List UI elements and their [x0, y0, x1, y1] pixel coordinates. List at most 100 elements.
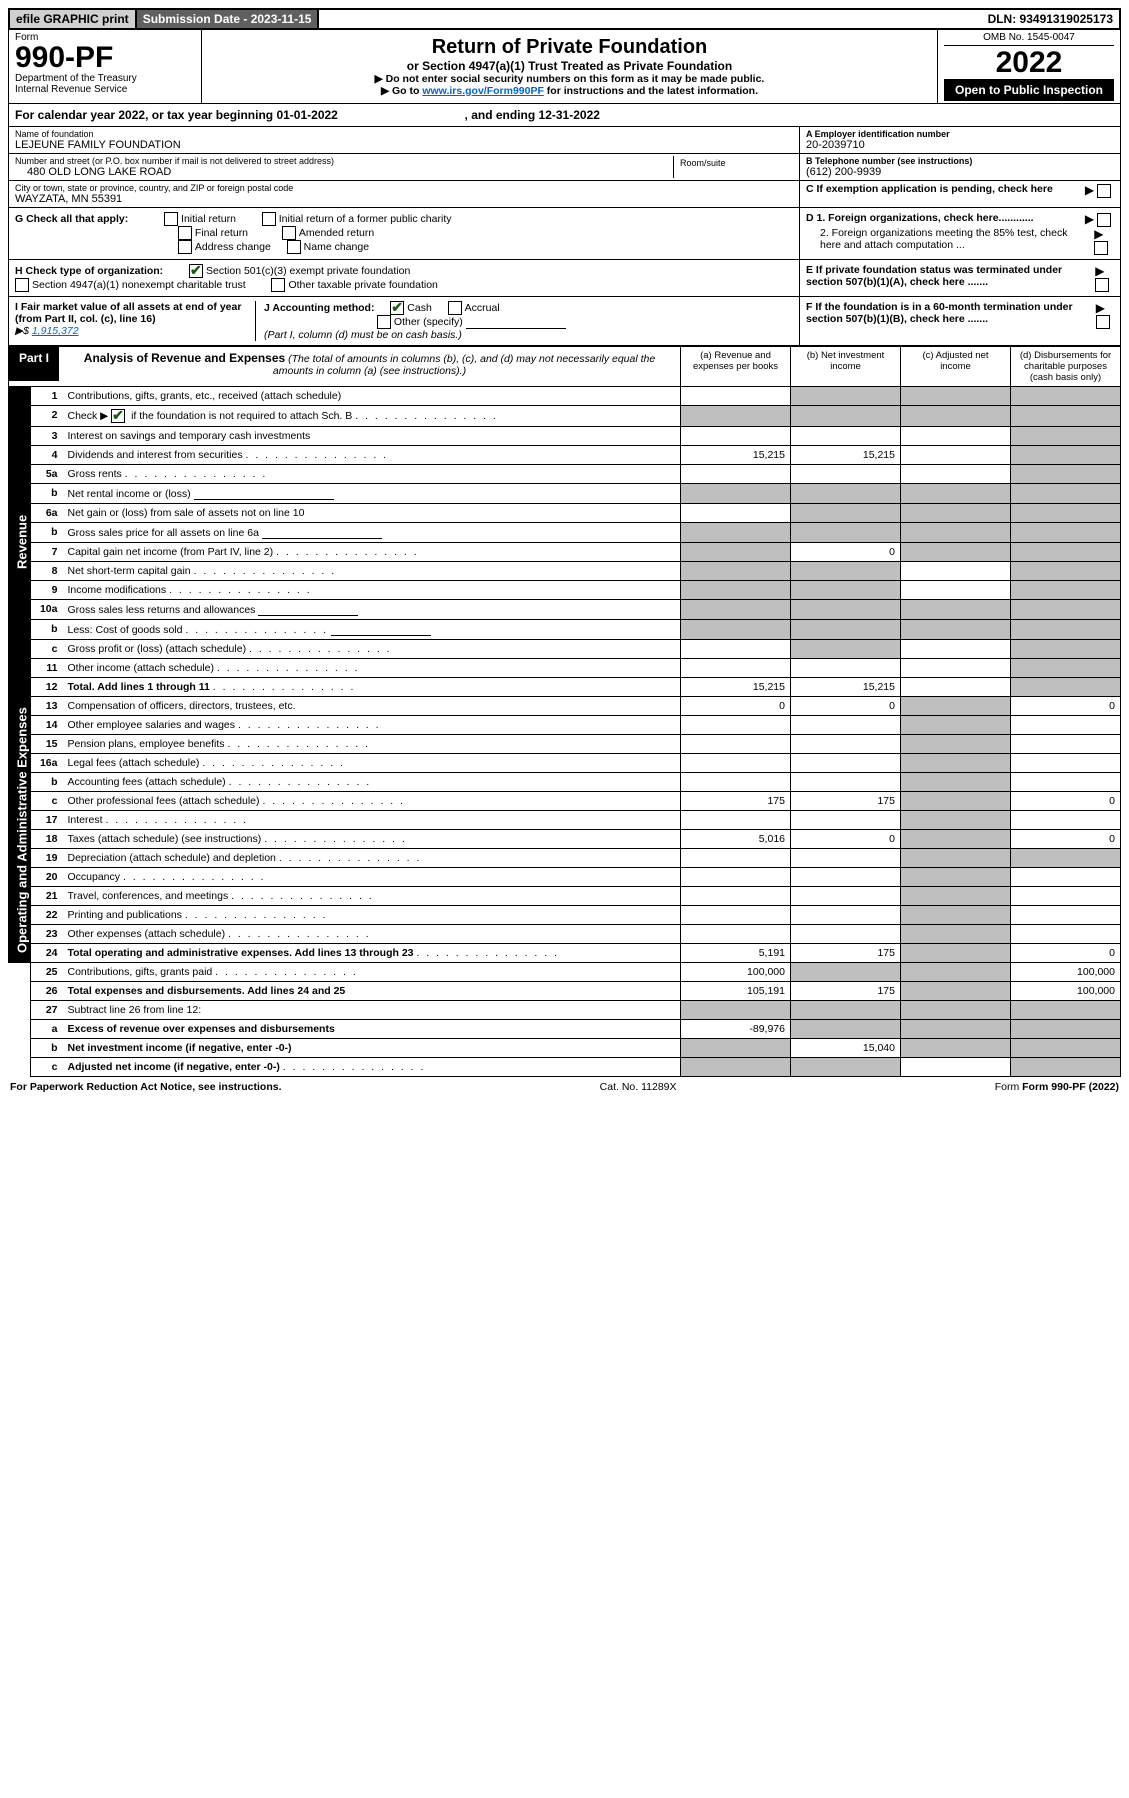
address-cell: Number and street (or P.O. box number if… — [9, 153, 800, 180]
table-row: 3Interest on savings and temporary cash … — [9, 427, 1121, 446]
j-accrual-checkbox[interactable] — [448, 301, 462, 315]
table-row: 9Income modifications — [9, 581, 1121, 600]
arrow-icon: ▶ — [1085, 212, 1094, 226]
form-header: Form 990-PF Department of the Treasury I… — [8, 30, 1121, 104]
f-checkbox[interactable] — [1096, 315, 1110, 329]
tax-year: 2022 — [944, 46, 1114, 79]
c-checkbox[interactable] — [1097, 184, 1111, 198]
h-other-taxable-checkbox[interactable] — [271, 278, 285, 292]
form-note-ssn: ▶ Do not enter social security numbers o… — [210, 73, 929, 85]
h-501c3-checkbox[interactable] — [189, 264, 203, 278]
table-row: 5aGross rents — [9, 465, 1121, 484]
tax-year-begin: 01-01-2022 — [276, 108, 337, 122]
paperwork-notice: For Paperwork Reduction Act Notice, see … — [10, 1081, 282, 1093]
e-section: E If private foundation status was termi… — [800, 260, 1120, 296]
g-final-checkbox[interactable] — [178, 226, 192, 240]
table-row: cAdjusted net income (if negative, enter… — [9, 1058, 1121, 1077]
table-row: 12Total. Add lines 1 through 11 15,21515… — [9, 678, 1121, 697]
table-row: 14Other employee salaries and wages — [9, 716, 1121, 735]
table-row: 7Capital gain net income (from Part IV, … — [9, 543, 1121, 562]
table-row: cOther professional fees (attach schedul… — [9, 792, 1121, 811]
table-row: 18Taxes (attach schedule) (see instructi… — [9, 830, 1121, 849]
d2-checkbox[interactable] — [1094, 241, 1108, 255]
c-exemption-cell: C If exemption application is pending, c… — [800, 180, 1120, 207]
tax-year-end: 12-31-2022 — [539, 108, 600, 122]
table-row: 25Contributions, gifts, grants paid 100,… — [9, 963, 1121, 982]
catalog-number: Cat. No. 11289X — [600, 1081, 677, 1093]
g-initial-checkbox[interactable] — [164, 212, 178, 226]
h-4947-checkbox[interactable] — [15, 278, 29, 292]
g-initial-former-checkbox[interactable] — [262, 212, 276, 226]
dept-treasury: Department of the Treasury — [15, 73, 195, 84]
table-row: aExcess of revenue over expenses and dis… — [9, 1020, 1121, 1039]
entity-info-grid: Name of foundation LEJEUNE FAMILY FOUNDA… — [8, 127, 1121, 208]
form-identifier-box: Form 990-PF Department of the Treasury I… — [9, 30, 202, 103]
table-row: bGross sales price for all assets on lin… — [9, 523, 1121, 543]
j-note: (Part I, column (d) must be on cash basi… — [264, 329, 462, 341]
table-row: 15Pension plans, employee benefits — [9, 735, 1121, 754]
j-other-checkbox[interactable] — [377, 315, 391, 329]
f-section: F If the foundation is in a 60-month ter… — [800, 297, 1120, 345]
table-row: 20Occupancy — [9, 868, 1121, 887]
submission-date: Submission Date - 2023-11-15 — [137, 10, 320, 28]
name-of-foundation-cell: Name of foundation LEJEUNE FAMILY FOUNDA… — [9, 127, 800, 153]
open-to-public: Open to Public Inspection — [944, 79, 1114, 101]
g-d-row: G Check all that apply: Initial return I… — [8, 208, 1121, 260]
table-row: 24Total operating and administrative exp… — [9, 944, 1121, 963]
name-label: Name of foundation — [15, 129, 793, 139]
fmv-value-link[interactable]: 1,915,372 — [32, 325, 79, 337]
calendar-year-line: For calendar year 2022, or tax year begi… — [8, 104, 1121, 127]
table-row: 11Other income (attach schedule) — [9, 659, 1121, 678]
col-c-header: (c) Adjusted net income — [901, 347, 1011, 387]
g-label: G Check all that apply: — [15, 213, 128, 225]
g-amended-checkbox[interactable] — [282, 226, 296, 240]
j-accounting-block: J Accounting method: Cash Accrual Other … — [255, 301, 793, 341]
h-label: H Check type of organization: — [15, 265, 163, 277]
table-row: bNet investment income (if negative, ent… — [9, 1039, 1121, 1058]
e-checkbox[interactable] — [1095, 278, 1109, 292]
table-row: 17Interest — [9, 811, 1121, 830]
ein-value: 20-2039710 — [806, 139, 1114, 151]
g-name-checkbox[interactable] — [287, 240, 301, 254]
form-title: Return of Private Foundation — [210, 36, 929, 59]
line2-checkbox[interactable] — [111, 409, 125, 423]
irs-link[interactable]: www.irs.gov/Form990PF — [422, 85, 544, 97]
table-row: 10aGross sales less returns and allowanc… — [9, 600, 1121, 620]
d1-checkbox[interactable] — [1097, 213, 1111, 227]
d-section: D 1. Foreign organizations, check here..… — [800, 208, 1120, 259]
part-1-table: Part I Analysis of Revenue and Expenses … — [8, 346, 1121, 1077]
table-row: 27Subtract line 26 from line 12: — [9, 1001, 1121, 1020]
table-row: 21Travel, conferences, and meetings — [9, 887, 1121, 906]
form-subtitle: or Section 4947(a)(1) Trust Treated as P… — [210, 59, 929, 73]
efile-graphic-print[interactable]: efile GRAPHIC print — [10, 10, 137, 28]
dln-number: DLN: 93491319025173 — [982, 10, 1119, 28]
j-other-specify-line[interactable] — [466, 316, 566, 329]
foundation-name: LEJEUNE FAMILY FOUNDATION — [15, 139, 793, 151]
city-cell: City or town, state or province, country… — [9, 180, 800, 207]
arrow-icon: ▶ — [1095, 264, 1104, 278]
page-footer: For Paperwork Reduction Act Notice, see … — [8, 1077, 1121, 1093]
form-title-box: Return of Private Foundation or Section … — [202, 30, 937, 103]
h-section: H Check type of organization: Section 50… — [9, 260, 800, 296]
table-row: 22Printing and publications — [9, 906, 1121, 925]
efile-top-bar: efile GRAPHIC print Submission Date - 20… — [8, 8, 1121, 30]
h-e-row: H Check type of organization: Section 50… — [8, 260, 1121, 297]
part-1-note: (The total of amounts in columns (b), (c… — [273, 353, 655, 377]
irs-label: Internal Revenue Service — [15, 84, 195, 95]
arrow-icon: ▶ — [1085, 183, 1094, 197]
table-row: Operating and Administrative Expenses 13… — [9, 697, 1121, 716]
j-cash-checkbox[interactable] — [390, 301, 404, 315]
i-j-f-row: I Fair market value of all assets at end… — [8, 297, 1121, 346]
street-address: 480 OLD LONG LAKE ROAD — [15, 166, 673, 178]
table-row: Revenue 1 Contributions, gifts, grants, … — [9, 387, 1121, 406]
g-address-checkbox[interactable] — [178, 240, 192, 254]
table-row: cGross profit or (loss) (attach schedule… — [9, 640, 1121, 659]
arrow-icon: ▶ — [1094, 227, 1103, 241]
table-row: 19Depreciation (attach schedule) and dep… — [9, 849, 1121, 868]
table-row: 8Net short-term capital gain — [9, 562, 1121, 581]
part-1-tag: Part I — [9, 347, 59, 381]
city-label: City or town, state or province, country… — [15, 183, 793, 193]
part-1-title: Analysis of Revenue and Expenses — [84, 351, 285, 365]
table-row: bAccounting fees (attach schedule) — [9, 773, 1121, 792]
omb-number: OMB No. 1545-0047 — [944, 32, 1114, 46]
